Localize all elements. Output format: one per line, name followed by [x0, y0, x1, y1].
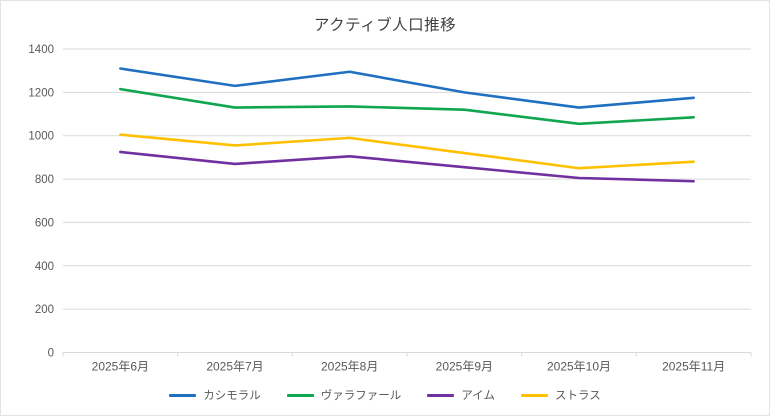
y-axis-label: 1200 [28, 87, 54, 99]
legend-item-1[interactable]: ヴァラファール [286, 387, 402, 403]
y-axis-label: 1000 [28, 131, 54, 143]
legend-swatch-icon [520, 393, 548, 397]
y-axis-label: 800 [35, 174, 54, 186]
series-line-1[interactable] [119, 87, 695, 126]
y-axis-label: 600 [35, 217, 54, 229]
chart-title: アクティブ人口推移 [313, 17, 457, 34]
x-axis-label: 2025年6月 [92, 360, 149, 374]
series-line-3[interactable] [119, 133, 695, 170]
x-axis-labels: 2025年6月 2025年7月 2025年8月 2025年9月 2025年10月 2025… [92, 360, 726, 374]
y-axis-label: 200 [35, 304, 54, 316]
legend-label: ストラス [554, 390, 601, 402]
legend-label: アイム [461, 390, 495, 402]
x-axis-label: 2025年7月 [206, 360, 263, 374]
legend-item-3[interactable]: ストラス [520, 387, 601, 403]
y-axis-label: 1400 [28, 44, 54, 56]
y-axis-label: 0 [48, 348, 54, 360]
series-line-0[interactable] [119, 67, 695, 109]
x-axis-label: 2025年10月 [547, 360, 611, 374]
x-axis-label: 2025年8月 [321, 360, 378, 374]
legend-item-0[interactable]: カシモラル [169, 387, 261, 403]
legend-item-2[interactable]: アイム [427, 387, 495, 403]
legend: カシモラル ヴァラファール アイム ストラス [1, 387, 769, 403]
y-axis-label: 400 [35, 261, 54, 273]
x-axis-label: 2025年11月 [662, 360, 725, 374]
series-line-2[interactable] [119, 150, 695, 183]
legend-swatch-icon [286, 393, 314, 397]
legend-swatch-icon [169, 393, 197, 397]
legend-label: ヴァラファール [320, 390, 402, 402]
legend-label: カシモラル [203, 390, 261, 402]
legend-swatch-icon [427, 393, 455, 397]
x-axis-ticks [62, 352, 752, 357]
gridlines [63, 48, 751, 353]
x-axis-label: 2025年9月 [436, 360, 493, 374]
y-axis-labels: 0 200 400 600 800 1000 1200 1400 [28, 44, 54, 360]
